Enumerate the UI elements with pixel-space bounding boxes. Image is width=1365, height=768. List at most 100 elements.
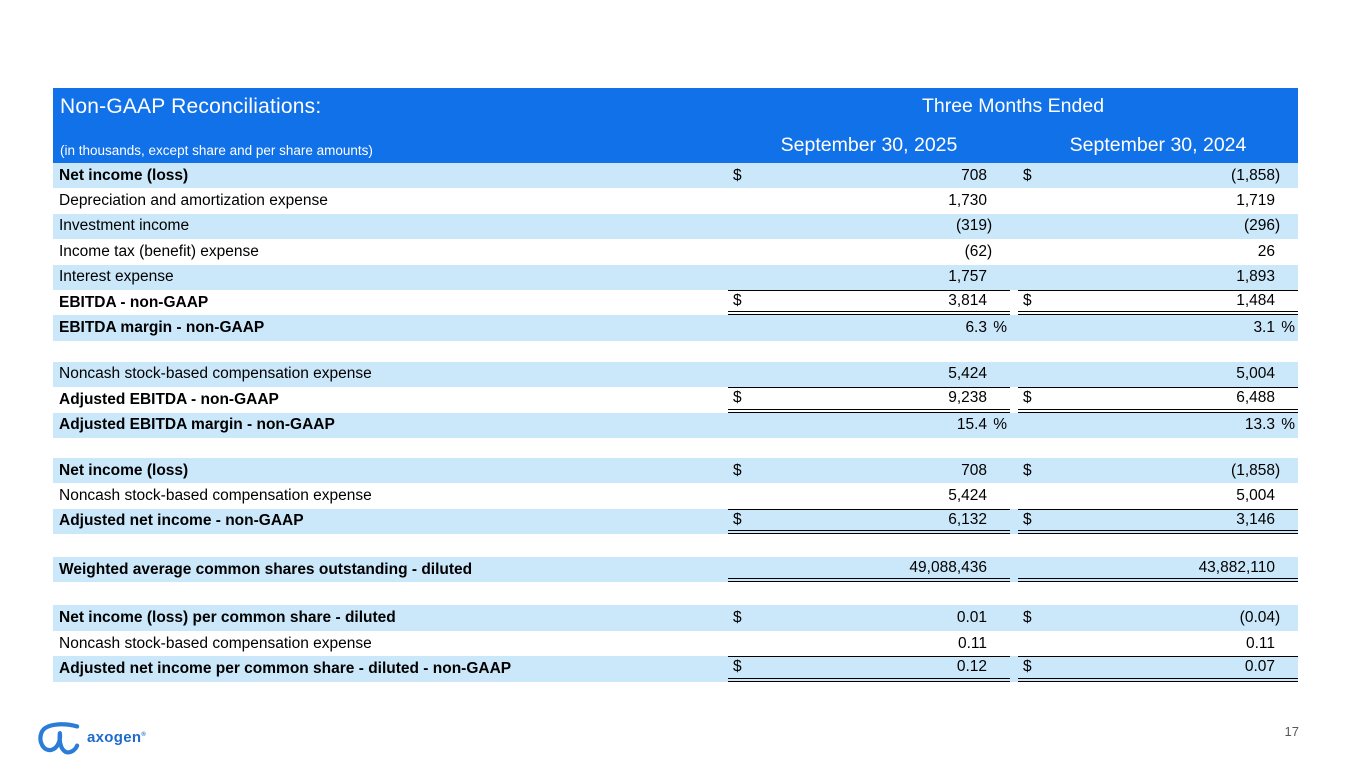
value-cell: $0.12 [728, 656, 1010, 682]
table-row: EBITDA margin - non-GAAP 6.3% 3.1% [53, 315, 1298, 341]
value-cell: 5,004 [1018, 362, 1298, 387]
closing-paren: ) [1275, 166, 1281, 184]
value-cell: 43,882,110 [1018, 557, 1298, 583]
percent-sign: % [1281, 319, 1295, 337]
currency-symbol: $ [1023, 461, 1032, 479]
row-value: 6.3 [965, 319, 987, 337]
row-value: 0.12 [956, 658, 987, 676]
row-value: 1,757 [948, 268, 987, 286]
closing-paren: ) [1275, 461, 1281, 479]
currency-symbol: $ [733, 658, 742, 676]
value-cell: 1,719 [1018, 188, 1298, 213]
closing-paren: ) [987, 217, 993, 235]
value-cell: 13.3% [1018, 413, 1298, 438]
value-cell: 49,088,436 [728, 557, 1010, 583]
value-cell: $708 [728, 458, 1010, 483]
period-header-group: Three Months Ended September 30, 2025 Se… [728, 88, 1298, 163]
value-cell: $ (1,858) [1018, 458, 1298, 483]
row-value: (1,858 [1231, 166, 1275, 184]
row-value: 6,132 [948, 510, 987, 528]
row-label: Interest expense [59, 268, 174, 286]
table-row: Noncash stock-based compensation expense… [53, 483, 1298, 508]
row-value: 5,004 [1236, 486, 1275, 504]
row-value: 13.3 [1244, 416, 1275, 434]
row-value: (62 [964, 242, 987, 260]
currency-symbol: $ [1023, 292, 1032, 310]
table-subtitle: (in thousands, except share and per shar… [60, 143, 373, 158]
value-cell: $3,146 [1018, 508, 1298, 535]
row-value: 0.01 [956, 609, 987, 627]
value-cell: 1,757 [728, 265, 1010, 290]
table-row: Adjusted net income per common share - d… [53, 656, 1298, 682]
closing-paren: ) [1275, 609, 1281, 627]
row-label: Adjusted EBITDA - non-GAAP [59, 390, 279, 408]
table-row: Net income (loss) per common share - dil… [53, 605, 1298, 631]
logo-text: axogen [87, 728, 142, 746]
row-value: 5,004 [1236, 365, 1275, 383]
closing-paren: ) [987, 242, 993, 260]
table-row: Weighted average common shares outstandi… [53, 557, 1298, 583]
table-body: Net income (loss) $708 $ (1,858) Depreciatio… [53, 163, 1298, 682]
currency-symbol: $ [733, 609, 742, 627]
value-cell: 6.3% [728, 315, 1010, 340]
reconciliation-table: Non-GAAP Reconciliations: (in thousands,… [53, 88, 1298, 682]
row-value: 1,893 [1236, 268, 1275, 286]
value-cell: $9,238 [728, 387, 1010, 413]
column-gap [1010, 134, 1018, 157]
row-value: 0.07 [1244, 658, 1275, 676]
currency-symbol: $ [1023, 609, 1032, 627]
value-cell: $6,132 [728, 508, 1010, 535]
section-gap [53, 582, 1298, 605]
currency-symbol: $ [733, 389, 742, 407]
row-value: (296 [1243, 217, 1275, 235]
value-cell: (296) [1018, 214, 1298, 239]
row-label: Net income (loss) [59, 166, 189, 184]
value-cell: 5,424 [728, 362, 1010, 387]
value-cell: 1,730 [728, 188, 1010, 213]
row-value: 708 [961, 166, 987, 184]
percent-sign: % [1281, 416, 1295, 434]
currency-symbol: $ [733, 510, 742, 528]
row-label: Adjusted EBITDA margin - non-GAAP [59, 416, 335, 434]
value-cell: $1,484 [1018, 289, 1298, 316]
percent-sign: % [993, 416, 1007, 434]
value-cell: $3,814 [728, 289, 1010, 316]
row-label: Noncash stock-based compensation expense [59, 634, 372, 652]
value-cell: 0.11 [1018, 631, 1298, 656]
value-cell: 1,893 [1018, 265, 1298, 290]
row-label: Adjusted net income per common share - d… [59, 659, 512, 677]
row-value: 0.11 [1245, 634, 1275, 652]
page-number: 17 [1284, 724, 1299, 739]
row-value: 49,088,436 [909, 558, 987, 576]
row-label: EBITDA margin - non-GAAP [59, 319, 265, 337]
table-row: Investment income (319) (296) [53, 213, 1298, 240]
table-title: Non-GAAP Reconciliations: [60, 95, 322, 118]
currency-symbol: $ [733, 292, 742, 310]
row-label: Income tax (benefit) expense [59, 242, 259, 260]
row-value: 6,488 [1236, 389, 1275, 407]
axogen-logo-icon [38, 722, 80, 755]
value-cell: $0.07 [1018, 656, 1298, 682]
row-value: 3,146 [1236, 510, 1275, 528]
value-cell: 0.11 [728, 631, 1010, 656]
column-headers: September 30, 2025 September 30, 2024 [728, 134, 1298, 157]
currency-symbol: $ [1023, 658, 1032, 676]
value-cell: (319) [728, 214, 1010, 239]
column-header-2024: September 30, 2024 [1069, 134, 1247, 156]
value-cell: 5,004 [1018, 483, 1298, 508]
value-cell: 3.1% [1018, 315, 1298, 340]
row-label: Net income (loss) per common share - dil… [59, 609, 396, 627]
row-value: (319 [955, 217, 987, 235]
section-gap [53, 438, 1298, 458]
value-cell: (62) [728, 239, 1010, 264]
logo-wordmark: axogen® [87, 729, 146, 746]
row-value: 5,424 [948, 365, 987, 383]
table-row: Adjusted EBITDA margin - non-GAAP 15.4% 13… [53, 412, 1298, 438]
percent-sign: % [993, 319, 1007, 337]
table-row: Income tax (benefit) expense (62) 26 [53, 239, 1298, 264]
row-label: Investment income [59, 217, 190, 235]
row-value: 1,730 [948, 192, 987, 210]
row-label: Noncash stock-based compensation expense [59, 365, 372, 383]
row-value: 3,814 [948, 292, 987, 310]
